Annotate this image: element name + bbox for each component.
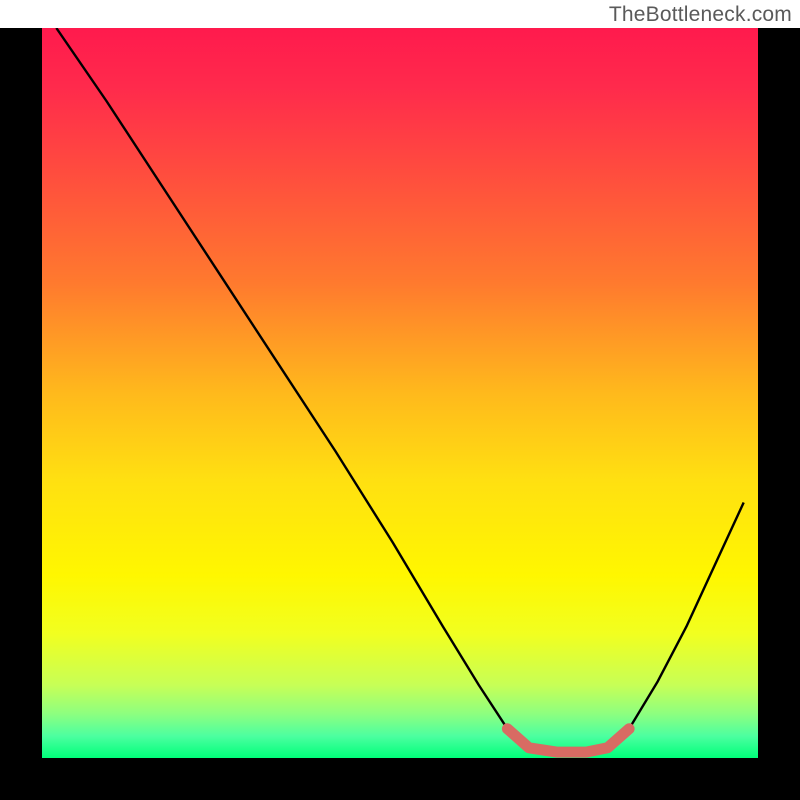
plot-gradient-bg [42,28,758,758]
chart-wrap [0,28,800,800]
chart-frame: TheBottleneck.com [0,0,800,800]
bottleneck-curve-chart [0,28,800,800]
right-blackbar [758,28,800,800]
bottom-blackbar [0,758,800,800]
watermark-text: TheBottleneck.com [609,3,792,27]
left-blackbar [0,28,42,800]
